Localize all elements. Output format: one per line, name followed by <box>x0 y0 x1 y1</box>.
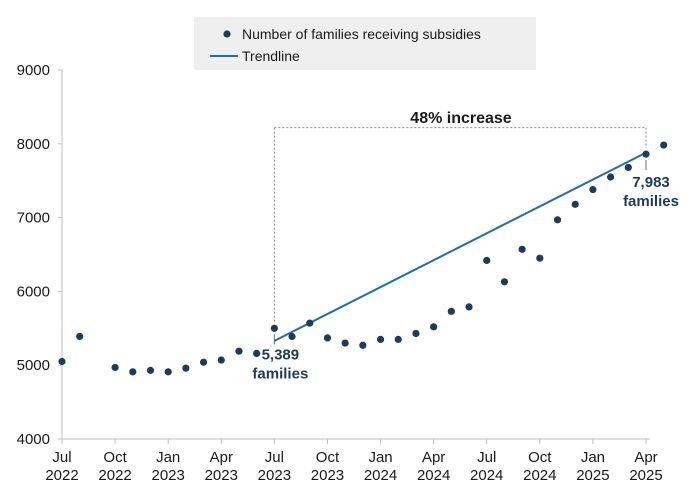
x-tick-year: 2024 <box>470 467 503 484</box>
start-value-label: 5,389 <box>262 346 300 363</box>
x-tick-year: 2025 <box>576 467 609 484</box>
data-points <box>58 141 668 376</box>
x-tick-year: 2023 <box>205 467 238 484</box>
x-tick-month: Jul <box>265 449 284 466</box>
data-point <box>288 332 296 341</box>
legend-box <box>194 17 536 70</box>
x-tick-month: Jul <box>52 449 71 466</box>
start-annotation: 5,389 families <box>252 334 308 382</box>
x-tick-month: Apr <box>422 449 445 466</box>
y-tick-label: 7000 <box>17 210 50 227</box>
data-point <box>306 319 314 327</box>
data-point <box>341 339 349 347</box>
legend-label-trendline: Trendline <box>242 48 300 64</box>
data-point <box>164 368 172 376</box>
data-point <box>235 347 243 355</box>
end-unit-label: families <box>623 193 679 210</box>
x-tick-year: 2022 <box>98 467 131 484</box>
y-tick-label: 4000 <box>17 431 50 448</box>
data-point <box>359 341 367 349</box>
data-point <box>483 256 491 265</box>
data-point <box>589 185 597 194</box>
x-tick-year: 2024 <box>523 467 556 484</box>
x-tick-month: Apr <box>210 449 233 466</box>
increase-bracket <box>273 127 647 323</box>
data-point <box>553 216 562 224</box>
x-tick-month: Jan <box>156 449 180 466</box>
data-point <box>129 368 137 376</box>
data-point <box>217 356 225 364</box>
data-point <box>660 141 668 149</box>
data-point <box>518 245 526 253</box>
data-point <box>447 307 455 315</box>
data-point <box>111 363 119 372</box>
x-tick-year: 2022 <box>45 467 78 484</box>
data-point <box>76 332 84 341</box>
x-tick-month: Jul <box>477 449 496 466</box>
data-point <box>323 334 332 342</box>
x-tick-year: 2024 <box>364 467 397 484</box>
x-tick-year: 2024 <box>417 467 450 484</box>
x-tick-month: Oct <box>528 449 552 466</box>
x-tick-year: 2023 <box>311 467 344 484</box>
data-point <box>270 324 278 332</box>
increase-label: 48% increase <box>410 110 512 127</box>
data-point <box>253 349 261 357</box>
trendline-layer <box>273 151 647 342</box>
x-tick-year: 2023 <box>151 467 184 484</box>
y-tick-labels: 4000 5000 6000 7000 8000 9000 <box>17 62 62 448</box>
start-unit-label: families <box>252 365 308 382</box>
data-point <box>182 364 190 372</box>
y-tick-label: 6000 <box>17 283 50 300</box>
data-point <box>642 150 650 158</box>
x-tick-month: Oct <box>103 449 127 466</box>
data-point <box>536 254 544 262</box>
legend-dot-marker <box>223 30 231 38</box>
y-tick-label: 5000 <box>17 357 50 374</box>
end-value-label: 7,983 <box>632 174 670 191</box>
data-point <box>58 357 66 366</box>
end-annotation: 7,983 families <box>623 160 679 210</box>
x-tick-labels: Jul2022Oct2022Jan2023Apr2023Jul2023Oct20… <box>45 439 663 484</box>
data-point <box>500 278 509 286</box>
legend: Number of families receiving subsidies T… <box>194 17 536 70</box>
data-point <box>624 163 632 172</box>
data-point <box>146 366 155 374</box>
data-point <box>465 303 473 311</box>
x-tick-year: 2025 <box>629 467 662 484</box>
data-point <box>376 335 385 343</box>
trendline <box>273 151 647 342</box>
data-point <box>607 173 615 181</box>
x-tick-month: Jan <box>581 449 605 466</box>
x-tick-year: 2023 <box>258 467 291 484</box>
data-point <box>412 329 420 338</box>
data-point <box>571 200 579 208</box>
data-point <box>199 358 208 366</box>
x-tick-month: Oct <box>316 449 340 466</box>
y-tick-label: 8000 <box>17 136 50 153</box>
legend-label-scatter: Number of families receiving subsidies <box>242 26 481 42</box>
y-tick-label: 9000 <box>17 62 50 79</box>
data-point <box>394 335 402 343</box>
x-tick-month: Jan <box>368 449 392 466</box>
x-tick-month: Apr <box>634 449 657 466</box>
data-point <box>430 323 438 331</box>
